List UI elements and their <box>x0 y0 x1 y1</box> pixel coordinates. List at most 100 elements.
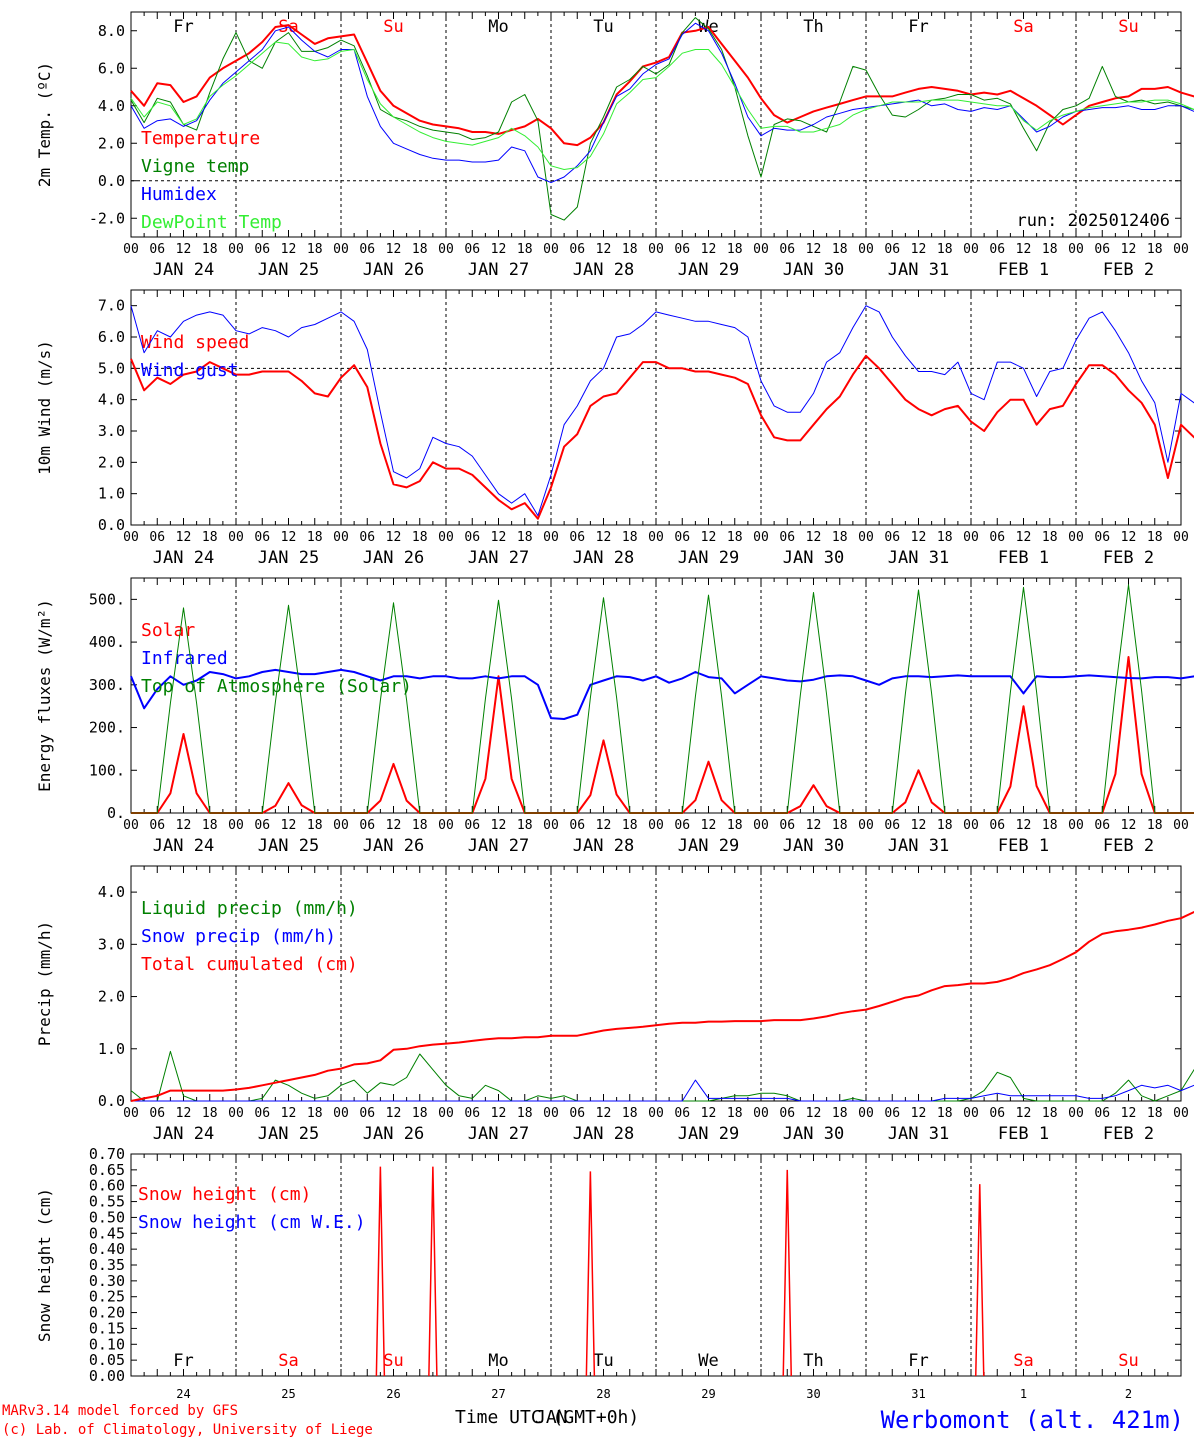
weekday-label: Fr <box>908 17 928 37</box>
day-label: JAN 31 <box>888 1124 949 1144</box>
hour-tick-label: 12 <box>491 1106 507 1121</box>
hour-tick-label: 18 <box>412 530 428 545</box>
day-label: JAN 28 <box>573 1124 634 1144</box>
hour-tick-label: 12 <box>806 530 822 545</box>
run-label: run: 2025012406 <box>1016 211 1170 231</box>
hour-tick-label: 12 <box>281 530 297 545</box>
y-tick-label: 5.0 <box>98 359 125 377</box>
day-number: 27 <box>491 1387 505 1401</box>
y-tick-label: 0.30 <box>89 1272 125 1290</box>
plot-frame <box>130 11 1182 238</box>
footer: MARv3.14 model forced by GFS (c) Lab. of… <box>2 1403 1184 1438</box>
series-line-1 <box>130 305 1194 517</box>
day-label: JAN 24 <box>153 836 214 856</box>
hour-tick-label: 06 <box>359 242 375 257</box>
hour-tick-label: 18 <box>622 818 638 833</box>
hour-tick-label: 00 <box>123 1106 139 1121</box>
hour-tick-label: 06 <box>149 818 165 833</box>
y-tick-label: 0.05 <box>89 1351 125 1369</box>
day-label: JAN 24 <box>153 548 214 568</box>
y-tick-label: 8.0 <box>98 22 125 40</box>
day-label: JAN 28 <box>573 260 634 280</box>
hour-tick-label: 12 <box>1121 530 1137 545</box>
day-label: JAN 27 <box>468 836 529 856</box>
weekday-label: Mo <box>488 1351 508 1371</box>
legend-entry: DewPoint Temp <box>141 212 282 233</box>
hour-tick-label: 18 <box>832 1106 848 1121</box>
y-tick-label: 0.65 <box>89 1161 125 1179</box>
legend-entry: Total cumulated (cm) <box>141 954 358 975</box>
hour-tick-label: 00 <box>543 1106 559 1121</box>
hour-tick-label: 18 <box>412 1106 428 1121</box>
day-label: JAN 25 <box>258 836 319 856</box>
weekday-label: Su <box>383 17 403 37</box>
hour-tick-label: 18 <box>727 818 743 833</box>
day-number: 26 <box>386 1387 400 1401</box>
hour-tick-label: 06 <box>569 818 585 833</box>
y-axis-label: Energy fluxes (W/m²) <box>35 599 54 792</box>
day-label: FEB 2 <box>1103 1124 1154 1144</box>
weekday-label: Sa <box>278 1351 298 1371</box>
hour-tick-label: 12 <box>596 818 612 833</box>
y-axis-label: Precip (mm/h) <box>35 921 54 1046</box>
hour-tick-label: 06 <box>149 530 165 545</box>
legend-entry: Snow precip (mm/h) <box>141 926 336 947</box>
day-label: JAN 24 <box>153 260 214 280</box>
hour-tick-label: 00 <box>963 1106 979 1121</box>
day-label: JAN 30 <box>783 1124 844 1144</box>
panels: -2.00.02.04.06.08.02m Temp. (ºC)00 06 12 18… <box>35 11 1194 1401</box>
hour-tick-label: 18 <box>202 242 218 257</box>
hour-tick-label: 18 <box>1147 242 1163 257</box>
series-line-3 <box>130 41 1194 170</box>
y-tick-label: 200. <box>89 719 125 737</box>
hour-tick-label: 00 <box>123 818 139 833</box>
day-number: 29 <box>701 1387 715 1401</box>
series-line-0 <box>130 354 1194 520</box>
hour-tick-label: 00 <box>228 818 244 833</box>
weekday-label: Sa <box>1013 17 1033 37</box>
hour-tick-label: 18 <box>517 818 533 833</box>
y-tick-label: 0.40 <box>89 1240 125 1258</box>
hour-tick-label: 00 <box>228 530 244 545</box>
hour-tick-label: 06 <box>989 1106 1005 1121</box>
series-line-2 <box>130 22 1194 184</box>
hour-tick-label: 18 <box>937 530 953 545</box>
day-label: FEB 2 <box>1103 836 1154 856</box>
hour-tick-label: 18 <box>307 1106 323 1121</box>
day-label: JAN 29 <box>678 548 739 568</box>
legend-entry: Top of Atmosphere (Solar) <box>141 676 412 697</box>
hour-tick-label: 18 <box>727 1106 743 1121</box>
weekday-label: Mo <box>488 17 508 37</box>
day-number: 1 <box>1020 1387 1027 1401</box>
y-tick-label: 0.55 <box>89 1193 125 1211</box>
day-label: JAN 30 <box>783 260 844 280</box>
day-label: FEB 1 <box>998 1124 1049 1144</box>
panel-energy: 0. 100. 200. 300. 400. 500. Energy fluxes (W/m… <box>35 577 1194 856</box>
y-tick-label: 100. <box>89 761 125 779</box>
hour-tick-label: 18 <box>202 818 218 833</box>
panel-snow: 0.000.050.100.150.200.250.300.350.400.45… <box>35 1145 1182 1401</box>
hour-tick-label: 00 <box>438 242 454 257</box>
hour-tick-label: 18 <box>727 242 743 257</box>
hour-tick-label: 12 <box>911 1106 927 1121</box>
y-tick-label: 0. <box>107 804 125 822</box>
hour-tick-label: 12 <box>1121 818 1137 833</box>
legend-entry: Liquid precip (mm/h) <box>141 898 358 919</box>
hour-tick-label: 00 <box>123 530 139 545</box>
hour-tick-label: 00 <box>1173 1106 1189 1121</box>
y-tick-label: 4.0 <box>98 97 125 115</box>
snow-spike <box>975 1184 985 1377</box>
hour-tick-label: 18 <box>1147 818 1163 833</box>
day-label: JAN 25 <box>258 548 319 568</box>
hour-tick-label: 18 <box>832 818 848 833</box>
hour-tick-label: 00 <box>753 1106 769 1121</box>
hour-tick-label: 00 <box>1173 818 1189 833</box>
panel-wind: 0.0 1.0 2.0 3.0 4.0 5.0 6.0 7.0 10m Wind (m/s) 00… <box>35 289 1194 568</box>
legend-entry: Solar <box>141 620 195 641</box>
hour-tick-label: 06 <box>1094 242 1110 257</box>
y-tick-label: 2.0 <box>98 134 125 152</box>
hour-tick-label: 00 <box>228 242 244 257</box>
hour-tick-label: 12 <box>176 818 192 833</box>
series-line-1 <box>130 17 1194 221</box>
